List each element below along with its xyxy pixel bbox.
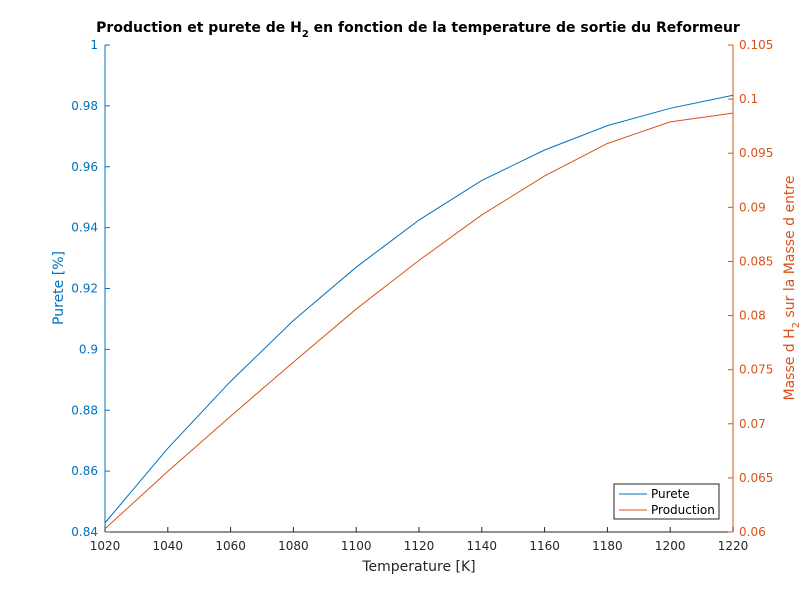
x-tick-label: 1100 — [341, 539, 372, 553]
y-left-tick-label: 0.88 — [71, 403, 98, 417]
series-line-production — [104, 112, 734, 530]
y-left-tick-label: 0.9 — [79, 342, 98, 356]
y-right-ticks: 0.060.0650.070.0750.080.0850.090.0950.10… — [728, 38, 773, 539]
x-axis-label: Temperature [K] — [361, 559, 475, 575]
legend-box — [613, 483, 720, 520]
y-left-tick-label: 0.98 — [71, 99, 98, 113]
y-left-tick-label: 0.92 — [71, 282, 98, 296]
x-tick-label: 1180 — [592, 539, 623, 553]
y-right-tick-label: 0.105 — [739, 38, 773, 52]
y-left-tick-label: 0.94 — [71, 221, 98, 235]
x-tick-label: 1140 — [467, 539, 498, 553]
x-tick-label: 1080 — [278, 539, 309, 553]
y-right-tick-label: 0.08 — [739, 309, 766, 323]
legend-production-label: Production — [651, 503, 715, 517]
y-right-tick-label: 0.06 — [739, 525, 766, 539]
y-right-label-main: Masse d H — [782, 328, 798, 400]
y-right-tick-label: 0.1 — [739, 92, 758, 106]
y-right-label-subscript: 2 — [791, 322, 802, 328]
y-right-tick-label: 0.09 — [739, 200, 766, 214]
x-tick-label: 1160 — [529, 539, 560, 553]
legend-purete-label: Purete — [651, 487, 690, 501]
x-tick-label: 1040 — [153, 539, 184, 553]
series-line-purete — [104, 94, 734, 524]
y-left-tick-label: 1 — [90, 38, 98, 52]
chart-title-rest: en fonction de la temperature de sortie … — [309, 20, 740, 36]
chart-title-main: Production et purete de H — [96, 20, 302, 36]
y-right-tick-label: 0.085 — [739, 254, 773, 268]
y-left-tick-label: 0.96 — [71, 160, 98, 174]
y-right-axis-label: Masse d H2 sur la Masse d entre — [782, 176, 802, 401]
x-tick-label: 1220 — [718, 539, 749, 553]
y-left-tick-label: 0.84 — [71, 525, 98, 539]
chart-title-subscript: 2 — [302, 29, 309, 40]
x-tick-label: 1060 — [215, 539, 246, 553]
y-left-axis-label: Purete [%] — [51, 251, 67, 325]
x-tick-label: 1120 — [404, 539, 435, 553]
x-tick-label: 1020 — [90, 539, 121, 553]
x-ticks: 1020 1040 1060 1080 1100 1120 1140 1160 1180 1200… — [90, 527, 749, 553]
y-left-tick-label: 0.86 — [71, 464, 98, 478]
legend: Purete Production — [613, 483, 720, 520]
y-right-tick-label: 0.095 — [739, 146, 773, 160]
x-tick-label: 1200 — [655, 539, 686, 553]
y-right-tick-label: 0.075 — [739, 363, 773, 377]
y-right-label-rest: sur la Masse d entre — [782, 176, 798, 322]
y-right-tick-label: 0.065 — [739, 471, 773, 485]
series-lines — [104, 94, 734, 530]
chart-title: Production et purete de H2 en fonction d… — [96, 20, 740, 40]
y-right-tick-label: 0.07 — [739, 417, 766, 431]
y-left-ticks: 0.84 0.86 0.88 0.9 0.92 0.94 0.96 0.98 1 — [71, 38, 110, 539]
